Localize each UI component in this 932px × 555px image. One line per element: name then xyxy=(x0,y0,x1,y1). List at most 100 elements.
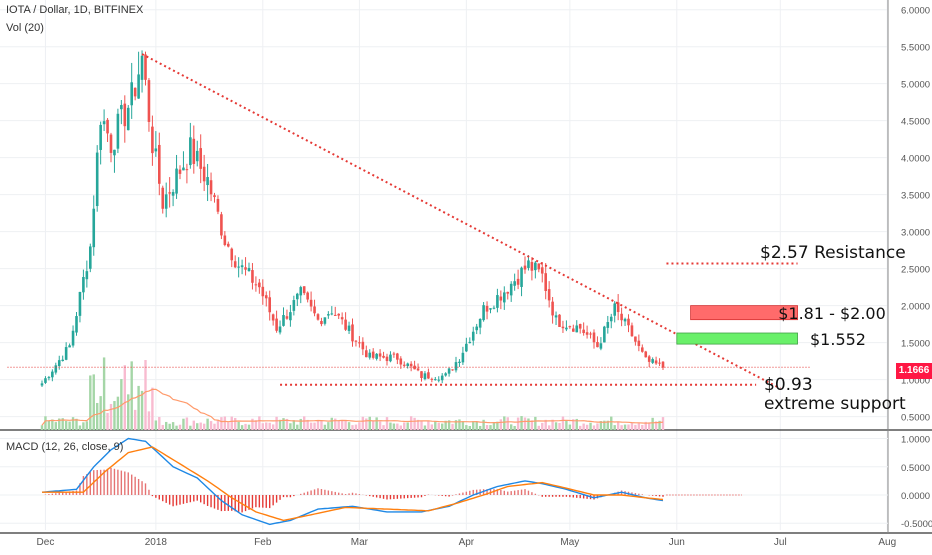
candle-body xyxy=(468,341,472,344)
candle-body xyxy=(82,276,85,293)
volume-bar xyxy=(413,417,416,430)
price-tick-label: 4.0000 xyxy=(901,154,930,165)
candle-body xyxy=(223,235,227,245)
candle-body xyxy=(299,287,303,296)
price-tick-label: 5.5000 xyxy=(901,43,930,54)
volume-bar xyxy=(506,417,509,430)
candle-body xyxy=(99,124,102,150)
candle-body xyxy=(340,317,344,320)
candle-body xyxy=(85,271,89,280)
candle-body xyxy=(361,341,365,350)
volume-bar xyxy=(644,421,647,430)
candle-body xyxy=(392,353,396,355)
volume-bar xyxy=(130,361,133,430)
volume-bar xyxy=(378,421,382,430)
candle-body xyxy=(306,292,309,300)
candle-body xyxy=(323,317,327,324)
candle-body xyxy=(344,319,347,330)
candle-body xyxy=(465,343,468,352)
candle-body xyxy=(199,148,202,169)
candle-body xyxy=(247,267,251,272)
volume-bar xyxy=(316,420,320,430)
volume-bar xyxy=(303,416,306,430)
candle-body xyxy=(402,364,406,366)
volume-bar xyxy=(551,419,554,430)
volume-bar xyxy=(247,424,251,430)
volume-bar xyxy=(589,422,592,430)
volume-bar xyxy=(654,421,658,430)
candle-body xyxy=(475,326,478,331)
candle-body xyxy=(182,167,185,171)
volume-bar xyxy=(113,401,116,430)
volume-bar xyxy=(458,419,461,430)
candle-body xyxy=(57,360,61,367)
volume-bar xyxy=(409,416,413,430)
candle-body xyxy=(171,192,175,196)
price-tick-label: 3.5000 xyxy=(901,191,930,202)
candle-body xyxy=(613,303,616,316)
volume-bar xyxy=(64,420,68,430)
candle-body xyxy=(92,208,96,248)
macd-tick-label: 0.0000 xyxy=(901,491,930,502)
candle-body xyxy=(565,327,568,330)
candle-body xyxy=(158,144,161,184)
candle-body xyxy=(327,314,330,316)
candle-body xyxy=(371,351,375,358)
descending-resistance xyxy=(141,53,781,390)
volume-bar xyxy=(116,396,120,430)
volume-bar xyxy=(547,425,551,430)
candle-body xyxy=(206,177,209,186)
volume-bar xyxy=(513,425,516,430)
volume-bar xyxy=(127,394,130,430)
volume-bar xyxy=(572,419,575,430)
candle-body xyxy=(130,82,133,106)
candle-body xyxy=(51,371,54,378)
volume-bar xyxy=(475,421,478,430)
candle-body xyxy=(368,352,372,358)
volume-bar xyxy=(492,422,496,430)
candle-body xyxy=(561,326,565,329)
candle-body xyxy=(596,342,599,348)
candle-body xyxy=(658,362,661,364)
candle-body xyxy=(427,372,430,379)
volume-bar xyxy=(485,425,489,430)
candle-body xyxy=(133,87,137,97)
volume-bar xyxy=(278,419,282,430)
volume-bar xyxy=(399,425,402,430)
volume-bar xyxy=(189,425,192,430)
volume-bar xyxy=(151,387,154,430)
volume-bar xyxy=(216,419,220,430)
volume-bar xyxy=(78,425,82,430)
candle-body xyxy=(482,305,485,321)
volume-bar xyxy=(196,423,199,430)
candle-body xyxy=(309,299,313,307)
candle-body xyxy=(406,363,409,366)
candle-body xyxy=(161,187,165,209)
time-tick-label: 2018 xyxy=(145,537,168,548)
volume-bar xyxy=(275,416,278,430)
volume-bar xyxy=(623,424,627,430)
candle-body xyxy=(113,149,116,156)
volume-bar xyxy=(182,418,185,430)
candle-body xyxy=(513,281,516,286)
volume-bar xyxy=(85,421,89,430)
volume-bar xyxy=(213,423,216,430)
candle-body xyxy=(258,282,261,288)
volume-bar xyxy=(323,424,327,430)
volume-bar xyxy=(68,421,71,430)
candle-body xyxy=(278,326,282,333)
candle-body xyxy=(378,353,382,357)
candle-body xyxy=(120,105,123,110)
volume-bar xyxy=(199,422,202,430)
candle-body xyxy=(233,261,237,268)
candle-body xyxy=(237,266,240,268)
volume-bar xyxy=(482,419,485,430)
volume-bar xyxy=(472,421,475,430)
candle-body xyxy=(623,318,627,322)
volume-bar xyxy=(599,421,603,430)
volume-bar xyxy=(133,409,137,430)
candle-body xyxy=(589,333,592,335)
volume-bar xyxy=(358,422,361,430)
candle-body xyxy=(365,350,368,358)
